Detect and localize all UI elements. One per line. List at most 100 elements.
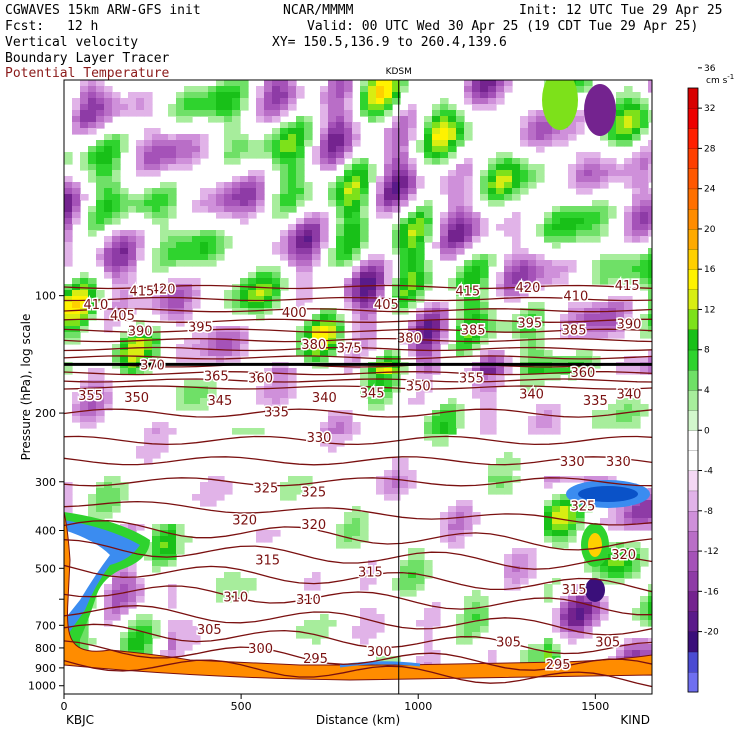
field-vertical-velocity: Vertical velocity [5, 35, 139, 50]
velocity-cell [400, 86, 409, 93]
velocity-cell [160, 314, 169, 321]
velocity-cell [216, 110, 225, 117]
isentrope-label: 405 [374, 298, 399, 313]
velocity-cell [96, 182, 105, 189]
velocity-cell [344, 224, 353, 231]
velocity-cell [96, 254, 105, 261]
velocity-cell [400, 464, 409, 471]
velocity-cell [208, 350, 217, 357]
velocity-cell [272, 386, 281, 393]
velocity-cell [192, 350, 201, 357]
velocity-cell [528, 332, 537, 339]
velocity-cell [608, 566, 617, 573]
velocity-cell [120, 230, 129, 237]
velocity-cell [256, 110, 265, 117]
velocity-cell [360, 242, 369, 249]
velocity-cell [504, 176, 513, 183]
velocity-cell [104, 326, 113, 333]
downdraft-blob [585, 578, 605, 602]
velocity-cell [168, 158, 177, 165]
velocity-cell [304, 248, 313, 255]
velocity-cell [112, 344, 121, 351]
velocity-cell [416, 206, 425, 213]
velocity-cell [352, 314, 361, 321]
velocity-cell [256, 272, 265, 279]
isentrope-line [64, 337, 652, 343]
velocity-cell [608, 314, 617, 321]
velocity-cell [552, 212, 561, 219]
isentrope-label: 300 [367, 645, 392, 660]
velocity-cell [152, 326, 161, 333]
velocity-cell [624, 368, 633, 375]
velocity-cell [368, 320, 377, 327]
velocity-cell [408, 266, 417, 273]
velocity-cell [392, 182, 401, 189]
velocity-cell [64, 488, 73, 495]
velocity-cell [264, 398, 273, 405]
velocity-cell [128, 368, 137, 375]
velocity-cell [200, 110, 209, 117]
velocity-cell [224, 290, 233, 297]
velocity-cell [120, 596, 129, 603]
velocity-cell [520, 188, 529, 195]
velocity-cell [640, 314, 649, 321]
velocity-cell [520, 578, 529, 585]
velocity-cell [464, 602, 473, 609]
velocity-cell [392, 158, 401, 165]
velocity-cell [200, 92, 209, 99]
velocity-cell [592, 212, 601, 219]
isentrope-label: 350 [406, 380, 431, 395]
velocity-cell [104, 398, 113, 405]
velocity-cell [360, 638, 369, 645]
velocity-cell [464, 134, 473, 141]
velocity-cell [504, 260, 513, 267]
velocity-cell [608, 332, 617, 339]
velocity-cell [600, 134, 609, 141]
isentrope-label: 330 [560, 455, 585, 470]
velocity-cell [176, 308, 185, 315]
velocity-cell [272, 530, 281, 537]
velocity-cell [520, 656, 529, 663]
velocity-cell [456, 182, 465, 189]
velocity-cell [216, 338, 225, 345]
velocity-cell [224, 338, 233, 345]
velocity-cell [488, 98, 497, 105]
velocity-cell [504, 566, 513, 573]
velocity-cell [224, 596, 233, 603]
velocity-cell [320, 218, 329, 225]
isentrope-label: 330 [606, 455, 631, 470]
velocity-cell [472, 230, 481, 237]
velocity-cell [280, 242, 289, 249]
velocity-cell [600, 200, 609, 207]
velocity-cell [528, 416, 537, 423]
velocity-cell [488, 422, 497, 429]
velocity-cell [608, 260, 617, 267]
velocity-cell [472, 332, 481, 339]
velocity-cell [512, 176, 521, 183]
velocity-cell [360, 314, 369, 321]
velocity-cell [504, 584, 513, 591]
velocity-cell [288, 476, 297, 483]
velocity-cell [568, 608, 577, 615]
velocity-cell [176, 386, 185, 393]
velocity-cell [136, 236, 145, 243]
velocity-cell [176, 104, 185, 111]
velocity-cell [536, 260, 545, 267]
velocity-cell [512, 164, 521, 171]
velocity-cell [344, 152, 353, 159]
velocity-cell [352, 218, 361, 225]
colorbar-bin [687, 369, 699, 391]
velocity-cell [560, 614, 569, 621]
velocity-cell [176, 164, 185, 171]
velocity-cell [224, 350, 233, 357]
velocity-cell [640, 650, 649, 657]
velocity-cell [80, 392, 89, 399]
velocity-cell [472, 368, 481, 375]
velocity-cell [640, 212, 649, 219]
velocity-cell [248, 212, 257, 219]
velocity-cell [624, 644, 633, 651]
velocity-cell [160, 434, 169, 441]
velocity-cell [552, 266, 561, 273]
velocity-cell [648, 296, 652, 303]
velocity-cell [400, 272, 409, 279]
